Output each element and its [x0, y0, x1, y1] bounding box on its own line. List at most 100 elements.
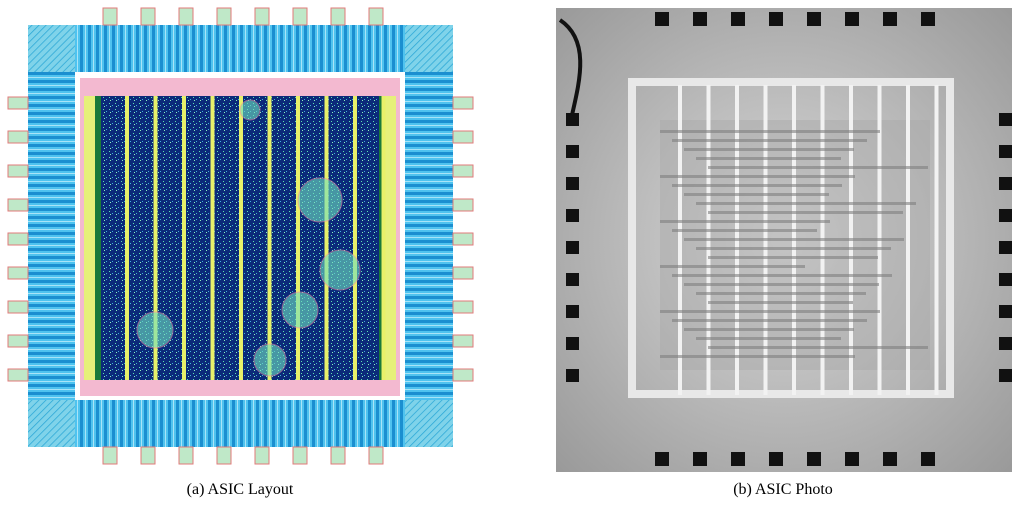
pad — [8, 97, 28, 109]
pad — [331, 447, 345, 464]
bond-pad — [999, 113, 1012, 126]
cell-cluster — [298, 178, 342, 222]
stripe — [935, 85, 939, 395]
trace — [684, 238, 904, 241]
pad — [453, 131, 473, 143]
pad — [8, 369, 28, 381]
trace — [696, 337, 841, 340]
bond-pad — [845, 452, 859, 466]
pad — [453, 199, 473, 211]
trace — [660, 220, 830, 223]
trace — [708, 166, 928, 169]
trace — [660, 355, 855, 358]
trace — [684, 148, 854, 151]
trace — [708, 256, 878, 259]
pad — [8, 335, 28, 347]
pad — [103, 8, 117, 25]
trace — [660, 130, 880, 133]
cell-cluster — [137, 312, 173, 348]
pad — [179, 8, 193, 25]
rail — [95, 96, 101, 380]
bond-pad — [999, 369, 1012, 382]
bond-pad — [655, 12, 669, 26]
pad — [293, 8, 307, 25]
pad — [8, 165, 28, 177]
bond-pad — [693, 12, 707, 26]
bond-pad — [999, 177, 1012, 190]
bond-pad — [883, 12, 897, 26]
pad — [331, 8, 345, 25]
pad — [141, 8, 155, 25]
trace — [672, 274, 892, 277]
trace — [684, 283, 879, 286]
bond-pad — [693, 452, 707, 466]
pad — [255, 447, 269, 464]
trace — [696, 247, 891, 250]
bond-pad — [655, 452, 669, 466]
bond-pad — [999, 241, 1012, 254]
trace — [660, 175, 855, 178]
trace — [696, 157, 841, 160]
bond-pad — [566, 177, 579, 190]
bond-pad — [999, 209, 1012, 222]
bond-pad — [566, 241, 579, 254]
pad — [453, 233, 473, 245]
pad — [255, 8, 269, 25]
stripe — [239, 96, 243, 380]
bond-pad — [566, 209, 579, 222]
bond-pad — [999, 305, 1012, 318]
pad — [453, 369, 473, 381]
io-bus — [75, 400, 405, 447]
pad — [8, 199, 28, 211]
stripe — [296, 96, 300, 380]
caption: (b) ASIC Photo — [633, 481, 933, 499]
stripe — [268, 96, 272, 380]
bond-pad — [731, 12, 745, 26]
trace — [672, 229, 817, 232]
pad — [179, 447, 193, 464]
pad — [453, 165, 473, 177]
asic-layout — [8, 8, 473, 464]
pad — [217, 8, 231, 25]
io-bus — [405, 72, 453, 400]
cell-cluster — [254, 344, 286, 376]
trace — [696, 292, 866, 295]
pad — [453, 301, 473, 313]
trace — [684, 328, 854, 331]
trace — [708, 346, 928, 349]
stripe — [325, 96, 329, 380]
pad — [453, 97, 473, 109]
asic-photo — [556, 8, 1012, 472]
caption: (a) ASIC Layout — [90, 481, 390, 499]
bond-pad — [807, 12, 821, 26]
bond-pad — [566, 145, 579, 158]
pad — [453, 335, 473, 347]
io-bus — [28, 72, 75, 400]
io-bus — [75, 25, 405, 72]
stripe — [125, 96, 129, 380]
bond-pad — [566, 337, 579, 350]
trace — [684, 193, 829, 196]
bond-pad — [566, 273, 579, 286]
pad — [141, 447, 155, 464]
trace — [708, 211, 903, 214]
pad — [8, 267, 28, 279]
pad — [453, 267, 473, 279]
trace — [696, 202, 916, 205]
figure: (a) ASIC Layout (b) ASIC Photo — [0, 0, 1017, 514]
bond-pad — [566, 305, 579, 318]
stripe — [211, 96, 215, 380]
bond-pad — [845, 12, 859, 26]
bond-pad — [999, 337, 1012, 350]
trace — [708, 301, 853, 304]
bond-pad — [883, 452, 897, 466]
trace — [672, 139, 867, 142]
bond-pad — [769, 452, 783, 466]
bond-pad — [999, 145, 1012, 158]
pad — [293, 447, 307, 464]
pad — [217, 447, 231, 464]
bond-pad — [807, 452, 821, 466]
bond-pad — [999, 273, 1012, 286]
trace — [672, 319, 867, 322]
cell-cluster — [320, 250, 360, 290]
